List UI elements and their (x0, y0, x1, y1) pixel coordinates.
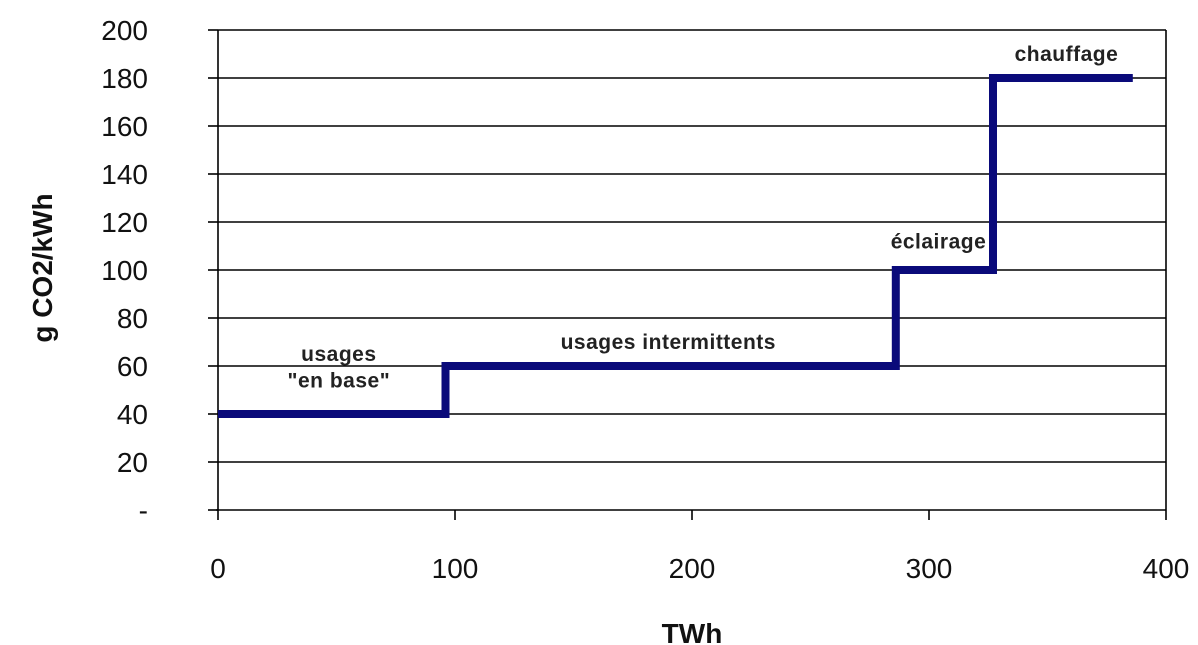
y-tick-label-160: 160 (101, 111, 148, 142)
y-tick-label-180: 180 (101, 63, 148, 94)
y-tick-label-140: 140 (101, 159, 148, 190)
y-tick-label-120: 120 (101, 207, 148, 238)
y-tick-label-40: 40 (117, 399, 148, 430)
x-tick-label-200: 200 (669, 553, 716, 584)
annotation-usages-base-line1: usages (301, 343, 376, 366)
annotation-usages-base-line2: "en base" (288, 370, 391, 393)
x-tick-label-0: 0 (210, 553, 226, 584)
y-axis-tick-labels: - 20 40 60 80 100 120 140 160 180 200 (101, 15, 218, 526)
y-tick-label-0: - (139, 495, 148, 526)
horizontal-gridlines (218, 29, 1166, 463)
y-tick-label-20: 20 (117, 447, 148, 478)
y-tick-label-100: 100 (101, 255, 148, 286)
annotation-eclairage: éclairage (891, 230, 987, 253)
x-tick-label-400: 400 (1143, 553, 1190, 584)
annotation-usages-intermittents: usages intermittents (561, 331, 776, 354)
x-tick-label-300: 300 (906, 553, 953, 584)
x-tick-label-100: 100 (432, 553, 479, 584)
annotation-chauffage: chauffage (1015, 43, 1119, 66)
x-axis-title: TWh (662, 618, 723, 645)
series-line-0 (218, 74, 1133, 418)
y-tick-label-80: 80 (117, 303, 148, 334)
annotations: usages "en base" usages intermittents éclai… (288, 43, 1119, 393)
data-series (218, 74, 1133, 418)
y-tick-label-200: 200 (101, 15, 148, 46)
y-tick-label-60: 60 (117, 351, 148, 382)
y-axis-title: g CO2/kWh (27, 193, 58, 342)
x-axis-tick-labels: 0 100 200 300 400 (210, 510, 1189, 584)
